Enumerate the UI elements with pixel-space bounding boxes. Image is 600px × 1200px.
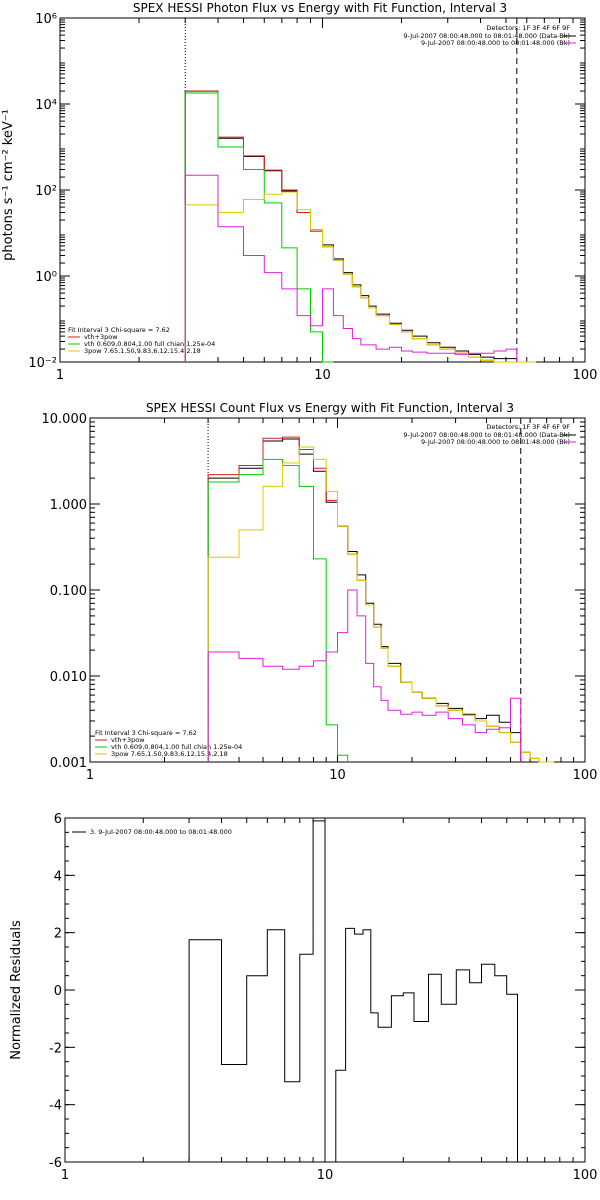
y-tick-label: 10² [35,184,57,199]
series-3pow-line [207,446,555,763]
y-tick-label: 0.001 [50,756,87,771]
series-vth-line [184,92,334,363]
y-tick-label: 0.010 [50,670,87,685]
series-bk-line [184,174,518,362]
x-tick-label: 100 [573,368,598,383]
series-3pow-line [184,191,536,363]
legend-top-right: Detectors: 1F 3F 4F 6F 9F 9-Jul-2007 08:… [403,24,576,47]
y-tick-label: 10⁻² [28,356,57,371]
legend-residual-label: 3. 9-Jul-2007 08:00:48.000 to 08:01:48.0… [90,828,232,836]
y-axis-label: photons s⁻¹ cm⁻² keV⁻¹ [1,109,16,261]
y-axis-label: Normalized Residuals [9,920,24,1060]
y-tick-label: -6 [49,1156,62,1171]
legend-fit-interval: Fit Interval 3 Chi-square = 7.62 [68,326,170,334]
x-tick-label: 1 [86,768,94,783]
legend-top-left: 3. 9-Jul-2007 08:00:48.000 to 08:01:48.0… [72,828,232,836]
y-tick-label: 0.100 [50,584,87,599]
x-tick-label: 10 [314,368,331,383]
legend-bottom-left: Fit Interval 3 Chi-square = 7.62 vth+3po… [95,729,242,758]
y-tick-label: -2 [49,1041,62,1056]
y-tick-label: 10.000 [42,412,88,427]
count-flux-panel: SPEX HESSI Count Flux vs Energy with Fit… [42,401,598,783]
x-tick-label: 1 [56,368,64,383]
y-tick-label: 10⁶ [35,12,57,27]
series-vth-3pow-line [207,436,555,763]
residuals-panel: Normalized Residuals 3. 9-Jul-2007 08:00… [9,812,597,1183]
legend-detectors: Detectors: 1F 3F 4F 6F 9F [486,24,570,32]
legend-data-bk-label: 9-Jul-2007 08:00:48.000 to 08:01:48.000 … [403,431,570,439]
y-tick-label: 6 [54,812,62,827]
x-tick-label: 100 [573,768,598,783]
legend-bk-label: 9-Jul-2007 08:00:48.000 to 08:01:48.000 … [421,438,570,446]
series-vth-line [207,458,349,762]
series-series-line [188,820,518,1163]
legend-detectors: Detectors: 1F 3F 4F 6F 9F [486,423,570,431]
legend-vth3pow-label: vth+3pow [84,333,118,341]
legend-vth3pow-label: vth+3pow [111,736,145,744]
y-tick-label: 4 [54,869,62,884]
chart-title: SPEX HESSI Photon Flux vs Energy with Fi… [133,1,507,15]
y-tick-label: 1.000 [50,498,87,513]
legend-3pow-label: 3pow 7.65,1.50,9.83,6.12,15.4,2.18 [111,750,228,758]
photon-flux-panel: SPEX HESSI Photon Flux vs Energy with Fi… [1,1,597,383]
y-tick-label: 10⁰ [35,270,57,285]
y-tick-label: 0 [54,984,62,999]
legend-data-bk-label: 9-Jul-2007 08:00:48.000 to 08:01:48.000 … [403,32,570,40]
x-tick-label: 1 [61,1168,69,1183]
legend-bk-label: 9-Jul-2007 08:00:48.000 to 08:01:48.000 … [421,39,570,47]
legend-top-right: Detectors: 1F 3F 4F 6F 9F 9-Jul-2007 08:… [403,423,576,446]
chart-title: SPEX HESSI Count Flux vs Energy with Fit… [146,401,514,415]
x-tick-label: 10 [329,768,346,783]
series-data-bk-line [207,438,522,762]
legend-vth-label: vth 0.609,0.804,1.00 full chian 1.25e-04 [111,743,242,751]
y-tick-label: 2 [54,927,62,942]
legend-3pow-label: 3pow 7.65,1.50,9.83,6.12,15.4,2.18 [84,347,201,355]
series-bk-line [207,589,522,762]
x-tick-label: 10 [317,1168,334,1183]
legend-fit-interval: Fit Interval 3 Chi-square = 7.62 [95,729,197,737]
y-tick-label: -4 [49,1099,62,1114]
legend-bottom-left: Fit Interval 3 Chi-square = 7.62 vth+3po… [68,326,215,355]
x-tick-label: 100 [573,1168,598,1183]
y-tick-label: 10⁴ [35,98,57,113]
legend-vth-label: vth 0.609,0.804,1.00 full chian 1.25e-04 [84,340,215,348]
